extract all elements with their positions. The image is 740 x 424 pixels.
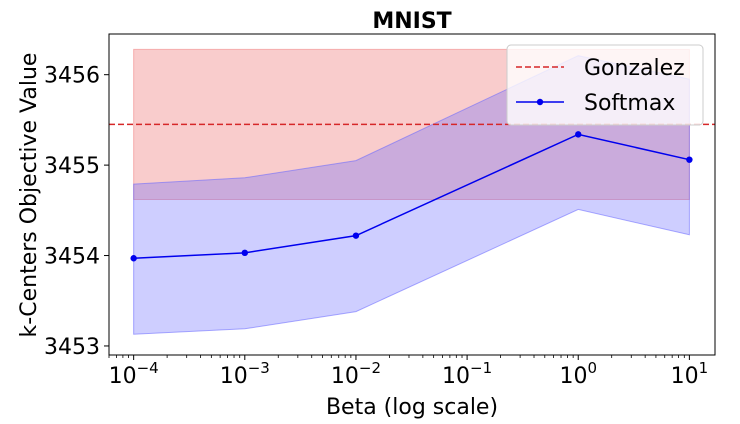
x-ticks: 10−4 10−3 10−2 10−1 100 101	[109, 355, 709, 389]
softmax-point	[352, 232, 360, 239]
y-ticks: 3453 3454 3455 3456	[44, 64, 109, 360]
x-tick-label: 10−2	[331, 359, 381, 389]
x-tick-label: 10−1	[442, 359, 492, 389]
y-tick-label: 3456	[44, 64, 100, 89]
y-tick-label: 3455	[44, 154, 100, 179]
y-axis-label: k-Centers Objective Value	[17, 53, 42, 338]
plot-frame	[108, 33, 716, 356]
softmax-points	[130, 131, 693, 262]
legend-box	[506, 44, 704, 126]
legend: Gonzalez Softmax	[506, 44, 704, 126]
softmax-point	[575, 131, 582, 138]
legend-gonzalez-label: Gonzalez	[584, 56, 685, 81]
x-tick-label: 101	[671, 359, 709, 389]
softmax-point	[241, 249, 249, 257]
softmax-point	[686, 156, 693, 163]
legend-softmax-label: Softmax	[584, 91, 675, 116]
y-tick-label: 3453	[44, 335, 100, 360]
x-tick-label: 100	[559, 359, 597, 389]
x-tick-label: 10−4	[109, 359, 159, 389]
chart-title: MNIST	[372, 9, 451, 34]
x-axis-label: Beta (log scale)	[326, 395, 498, 420]
y-tick-label: 3454	[44, 245, 100, 270]
legend-softmax-marker	[536, 98, 544, 106]
softmax-point	[130, 255, 137, 262]
x-tick-label: 10−3	[220, 359, 270, 389]
